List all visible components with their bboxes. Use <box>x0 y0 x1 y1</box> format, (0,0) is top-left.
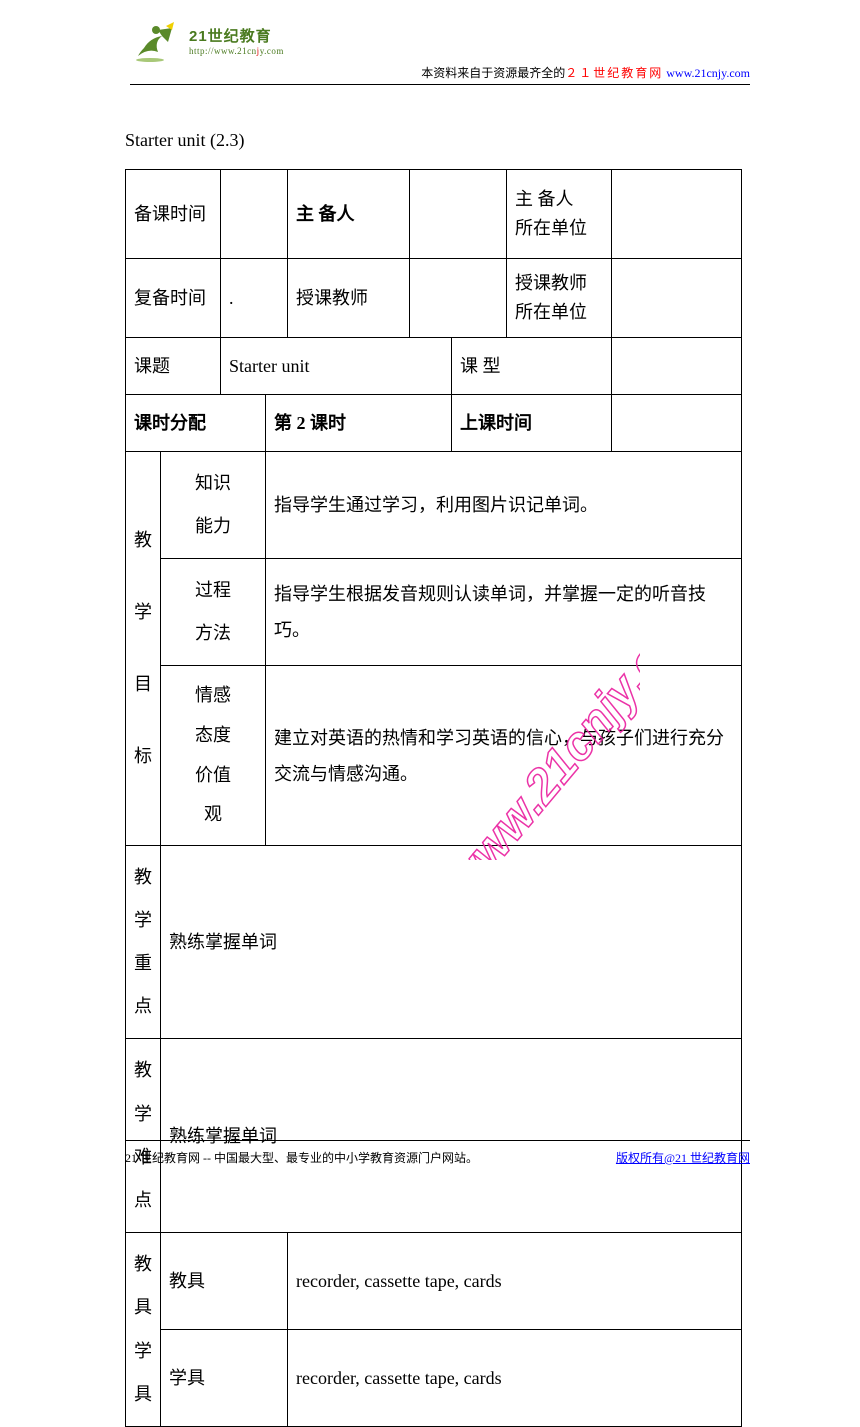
cell-empty <box>612 259 742 338</box>
cell-prep-time-label: 备课时间 <box>126 170 221 259</box>
cell-tools1-text: recorder, cassette tape, cards <box>288 1233 742 1330</box>
cell-period-value: 第 2 课时 <box>266 394 452 451</box>
table-row: 过程方法 指导学生根据发音规则认读单词，并掌握一定的听音技巧。 <box>126 558 742 665</box>
footer-divider <box>125 1140 750 1141</box>
cell-goals-label: 教学目标 <box>126 451 161 845</box>
table-row: 备课时间 主 备人 主 备人 所在单位 <box>126 170 742 259</box>
lesson-plan-table: 备课时间 主 备人 主 备人 所在单位 复备时间 . 授课教师 授课教师所在单位… <box>125 169 742 1427</box>
footer-right-link[interactable]: 版权所有@21 世纪教育网 <box>616 1149 750 1166</box>
logo-text: 21世纪教育 http://www.21cnjy.com <box>189 25 284 56</box>
cell-empty <box>221 170 288 259</box>
header-source-url: www.21cnjy.com <box>666 66 750 80</box>
cell-teacher-label: 授课教师 <box>288 259 410 338</box>
cell-tools1-label: 教具 <box>161 1233 288 1330</box>
table-row: 教学重点 熟练掌握单词 <box>126 845 742 1039</box>
logo-icon <box>130 18 185 63</box>
header-divider <box>130 84 750 85</box>
cell-goal2-text: 指导学生根据发音规则认读单词，并掌握一定的听音技巧。 <box>266 558 742 665</box>
cell-tools2-text: recorder, cassette tape, cards <box>288 1330 742 1427</box>
cell-empty <box>612 394 742 451</box>
table-row: 学具 recorder, cassette tape, cards <box>126 1330 742 1427</box>
table-row: 教具学具 教具 recorder, cassette tape, cards <box>126 1233 742 1330</box>
header-source: 本资料来自于资源最齐全的２１世纪教育网 www.21cnjy.com <box>421 64 750 81</box>
cell-main-prep-label: 主 备人 <box>288 170 410 259</box>
cell-topic-label: 课题 <box>126 337 221 394</box>
table-row: 教学难点 熟练掌握单词 <box>126 1039 742 1233</box>
cell-goal1-text: 指导学生通过学习，利用图片识记单词。 <box>266 451 742 558</box>
cell-focus-label: 教学重点 <box>126 845 161 1039</box>
header-source-brand: ２１世纪教育网 <box>565 66 663 80</box>
page-header: 21世纪教育 http://www.21cnjy.com 本资料来自于资源最齐全… <box>130 18 750 78</box>
cell-topic-value: Starter unit <box>221 337 452 394</box>
cell-goal3-label: 情感态度价值观 <box>161 666 266 845</box>
page: 21世纪教育 http://www.21cnjy.com 本资料来自于资源最齐全… <box>0 0 860 1216</box>
cell-teacher-unit-label: 授课教师所在单位 <box>507 259 612 338</box>
cell-class-time-label: 上课时间 <box>452 394 612 451</box>
cell-period-alloc-label: 课时分配 <box>126 394 266 451</box>
cell-empty <box>410 170 507 259</box>
cell-main-prep-unit-label: 主 备人 所在单位 <box>507 170 612 259</box>
table-row: 课时分配 第 2 课时 上课时间 <box>126 394 742 451</box>
logo-url: http://www.21cnjy.com <box>189 46 284 56</box>
cell-empty <box>410 259 507 338</box>
table-row: 情感态度价值观 建立对英语的热情和学习英语的信心，与孩子们进行充分交流与情感沟通… <box>126 666 742 845</box>
cell-diff-text: 熟练掌握单词 <box>161 1039 742 1233</box>
logo: 21世纪教育 http://www.21cnjy.com <box>130 18 284 63</box>
table-row: 复备时间 . 授课教师 授课教师所在单位 <box>126 259 742 338</box>
logo-brand-cn: 21世纪教育 <box>189 25 284 46</box>
content: Starter unit (2.3) 备课时间 主 备人 主 备人 所在单位 <box>125 130 741 1427</box>
cell-focus-text: 熟练掌握单词 <box>161 845 742 1039</box>
cell-goal3-text: 建立对英语的热情和学习英语的信心，与孩子们进行充分交流与情感沟通。 <box>266 666 742 845</box>
cell-goal1-label: 知识能力 <box>161 451 266 558</box>
cell-reprepare-time-label: 复备时间 <box>126 259 221 338</box>
header-source-prefix: 本资料来自于资源最齐全的 <box>421 66 565 80</box>
footer-left-text: 21 世纪教育网 -- 中国最大型、最专业的中小学教育资源门户网站。 <box>125 1149 478 1166</box>
cell-tools-label: 教具学具 <box>126 1233 161 1427</box>
cell-dot: . <box>221 259 288 338</box>
table-row: 课题 Starter unit 课 型 <box>126 337 742 394</box>
page-footer: 21 世纪教育网 -- 中国最大型、最专业的中小学教育资源门户网站。 版权所有@… <box>125 1140 750 1166</box>
table-row: 教学目标 知识能力 指导学生通过学习，利用图片识记单词。 <box>126 451 742 558</box>
cell-type-label: 课 型 <box>452 337 612 394</box>
page-title: Starter unit (2.3) <box>125 130 741 151</box>
cell-empty <box>612 337 742 394</box>
cell-diff-label: 教学难点 <box>126 1039 161 1233</box>
cell-goal2-label: 过程方法 <box>161 558 266 665</box>
cell-tools2-label: 学具 <box>161 1330 288 1427</box>
cell-empty <box>612 170 742 259</box>
